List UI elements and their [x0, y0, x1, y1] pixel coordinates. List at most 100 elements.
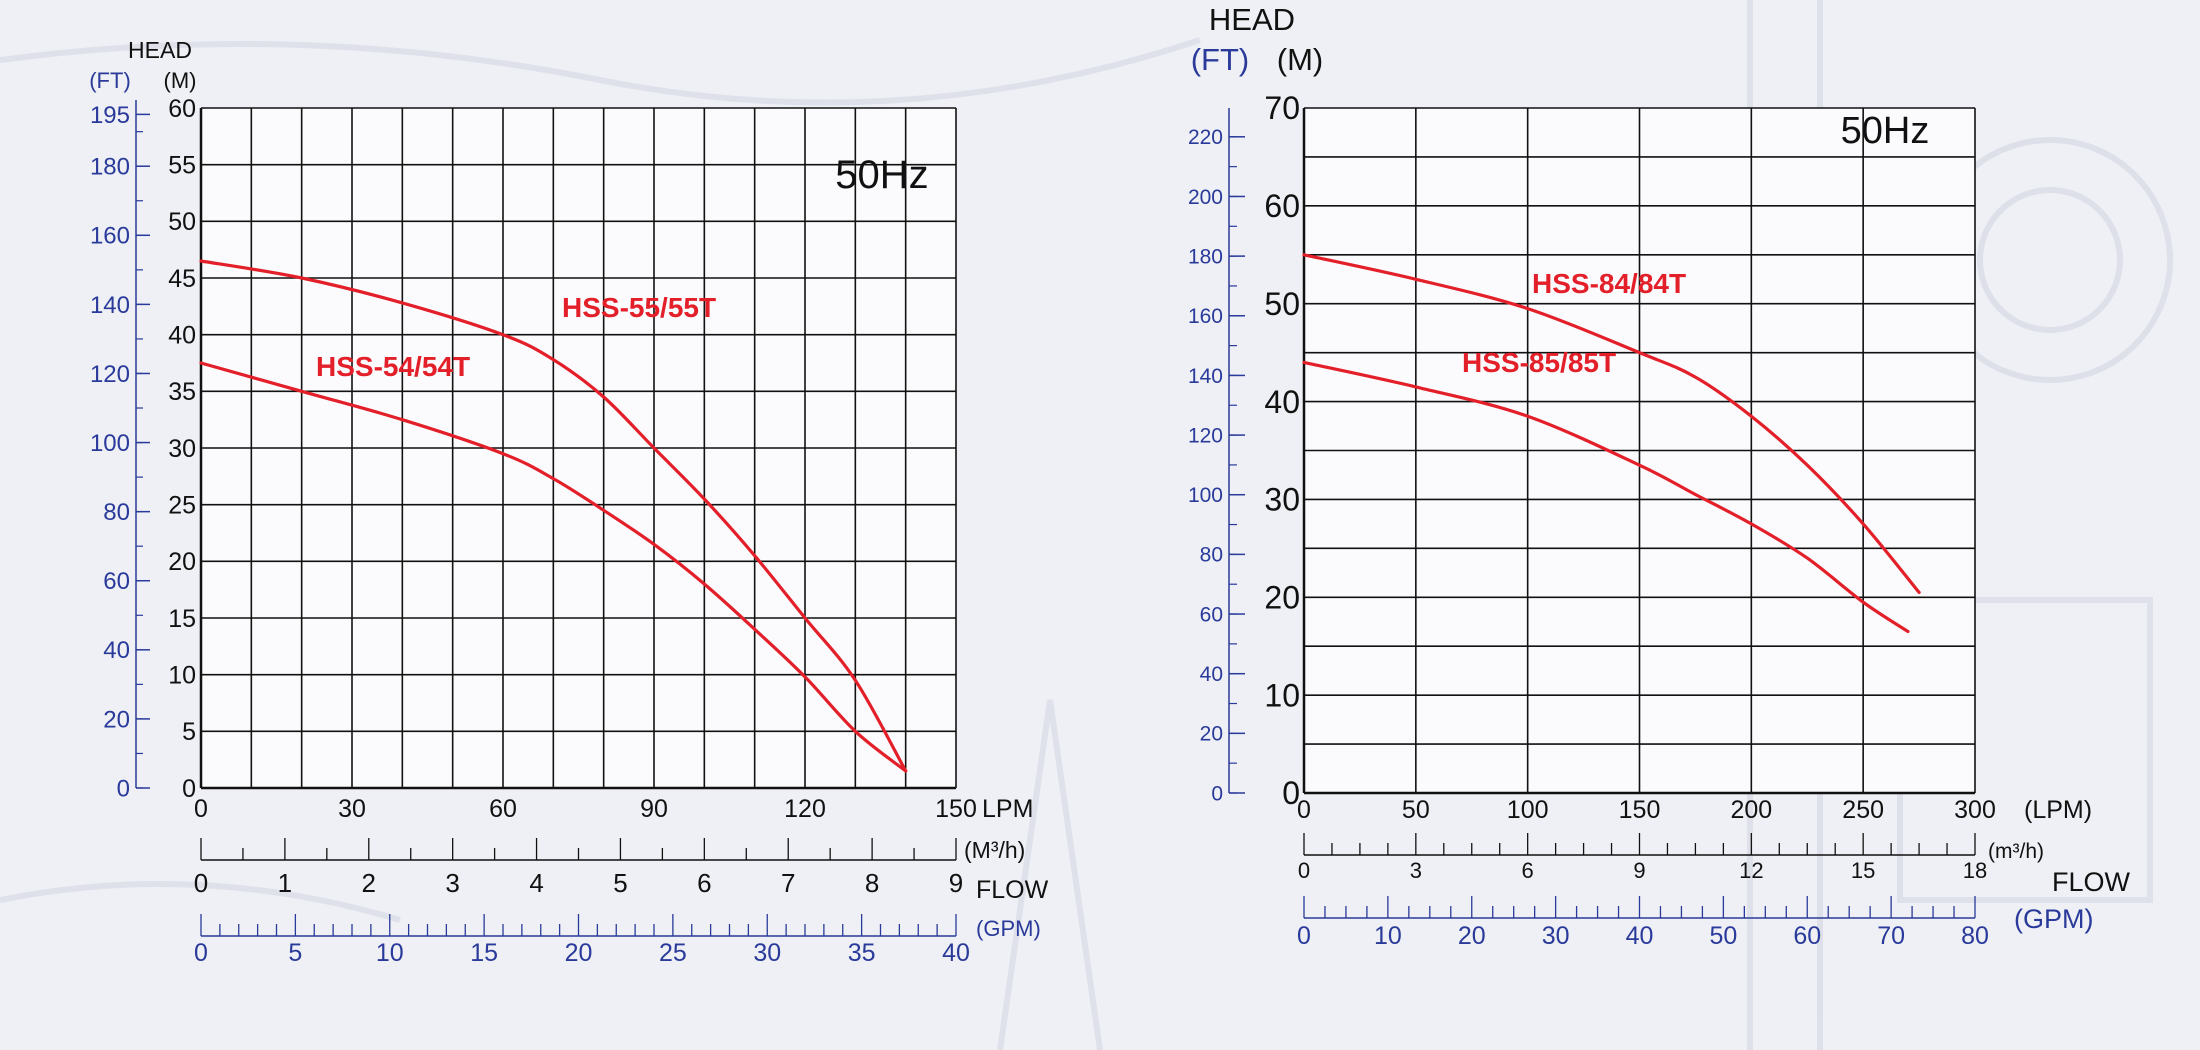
lpm-tick-label: 150: [1619, 796, 1661, 824]
gpm-tick-label: 20: [1458, 922, 1486, 950]
gpm-tick-label: 80: [1961, 922, 1989, 950]
series-label: HSS-84/84T: [1532, 268, 1686, 299]
ft-tick-label: 20: [1200, 723, 1223, 746]
ft-unit-label: (FT): [89, 68, 131, 93]
m-tick-label: 50: [168, 208, 196, 236]
ft-tick-label: 40: [103, 637, 130, 664]
lpm-tick-label: 30: [338, 795, 366, 823]
m-tick-label: 15: [168, 605, 196, 633]
gpm-unit-label: (GPM): [976, 916, 1041, 941]
m-tick-label: 10: [1264, 677, 1300, 713]
frequency-label-box: [808, 128, 956, 220]
m3h-tick-label: 4: [529, 868, 543, 898]
m-tick-label: 35: [168, 378, 196, 406]
frequency-label: 50Hz: [1841, 110, 1930, 152]
gpm-tick-label: 30: [1542, 922, 1570, 950]
lpm-tick-label: 250: [1842, 796, 1884, 824]
ft-tick-label: 100: [90, 430, 130, 457]
m-tick-label: 20: [1264, 579, 1300, 615]
gpm-tick-label: 10: [1374, 922, 1402, 950]
m-tick-label: 5: [182, 718, 196, 746]
lpm-tick-label: 50: [1402, 796, 1430, 824]
m3h-tick-label: 0: [1298, 858, 1310, 883]
gpm-tick-label: 5: [288, 939, 302, 967]
series-label: HSS-85/85T: [1462, 347, 1616, 378]
m-unit-label: (M): [1277, 42, 1323, 77]
ft-unit-label: (FT): [1191, 42, 1250, 77]
m3h-tick-label: 12: [1739, 858, 1763, 883]
ft-tick-label: 100: [1188, 484, 1223, 507]
gpm-tick-label: 40: [942, 939, 970, 967]
curve-hss-54-54t: [199, 361, 908, 773]
m-tick-label: 0: [1282, 775, 1300, 811]
m-tick-label: 20: [168, 548, 196, 576]
ft-tick-label: 80: [103, 499, 130, 526]
lpm-tick-label: 60: [489, 795, 517, 823]
m3h-tick-label: 7: [781, 868, 795, 898]
gpm-tick-label: 60: [1793, 922, 1821, 950]
curve-hss-85-85t: [1302, 253, 1921, 594]
frequency-label-box: [1800, 112, 1970, 160]
gpm-tick-label: 15: [470, 939, 498, 967]
flow-axis-title: FLOW: [976, 876, 1049, 904]
gpm-tick-label: 0: [1297, 922, 1311, 950]
series-label: HSS-54/54T: [316, 351, 470, 382]
head-axis-title: HEAD: [1209, 2, 1295, 37]
m3h-unit-label: (M³/h): [964, 837, 1025, 863]
lpm-unit-label: (LPM): [2024, 796, 2092, 824]
m3h-tick-label: 5: [613, 868, 627, 898]
chart-hss-84-85: 0102030405060700204060801001201401601802…: [1188, 2, 2131, 950]
lpm-tick-label: 90: [640, 795, 668, 823]
series-label: HSS-55/55T: [562, 292, 716, 323]
gpm-unit-label: (GPM): [2014, 904, 2093, 934]
gpm-tick-label: 25: [659, 939, 687, 967]
ft-tick-label: 140: [1188, 365, 1223, 388]
gpm-tick-label: 35: [848, 939, 876, 967]
ft-tick-label: 140: [90, 292, 130, 319]
m-tick-label: 30: [1264, 482, 1300, 518]
m3h-tick-label: 3: [1410, 858, 1422, 883]
m-tick-label: 40: [1264, 384, 1300, 420]
ft-tick-label: 160: [1188, 305, 1223, 328]
lpm-tick-label: 120: [784, 795, 826, 823]
lpm-tick-label: 100: [1507, 796, 1549, 824]
m-tick-label: 0: [182, 775, 196, 803]
ft-tick-label: 180: [1188, 245, 1223, 268]
m-unit-label: (M): [164, 68, 197, 93]
ft-tick-label: 0: [117, 775, 130, 802]
gpm-tick-label: 70: [1877, 922, 1905, 950]
gpm-tick-label: 40: [1626, 922, 1654, 950]
m3h-tick-label: 18: [1963, 858, 1987, 883]
m-tick-label: 10: [168, 661, 196, 689]
m-tick-label: 60: [1264, 188, 1300, 224]
curve-hss-55-55t: [199, 259, 908, 773]
gpm-tick-label: 20: [565, 939, 593, 967]
m3h-tick-label: 3: [445, 868, 459, 898]
ft-tick-label: 200: [1188, 186, 1223, 209]
lpm-tick-label: 200: [1730, 796, 1772, 824]
m3h-tick-label: 9: [949, 868, 963, 898]
m3h-tick-label: 6: [1522, 858, 1534, 883]
ft-tick-label: 60: [103, 568, 130, 595]
lpm-tick-label: 0: [1297, 796, 1311, 824]
ft-tick-label: 120: [1188, 424, 1223, 447]
frequency-label: 50Hz: [835, 153, 928, 197]
m3h-tick-label: 1: [278, 868, 292, 898]
lpm-unit-label: LPM: [982, 795, 1033, 823]
m-tick-label: 55: [168, 151, 196, 179]
m-tick-label: 45: [168, 265, 196, 293]
m3h-tick-label: 6: [697, 868, 711, 898]
ft-tick-label: 195: [90, 102, 130, 129]
ft-tick-label: 20: [103, 706, 130, 733]
lpm-tick-label: 0: [194, 795, 208, 823]
m-tick-label: 70: [1264, 90, 1300, 126]
m3h-tick-label: 8: [865, 868, 879, 898]
m-tick-label: 30: [168, 435, 196, 463]
gpm-tick-label: 30: [753, 939, 781, 967]
m3h-tick-label: 9: [1633, 858, 1645, 883]
ft-tick-label: 0: [1211, 782, 1223, 805]
ft-tick-label: 120: [90, 361, 130, 388]
gpm-tick-label: 10: [376, 939, 404, 967]
ft-tick-label: 80: [1200, 544, 1223, 567]
